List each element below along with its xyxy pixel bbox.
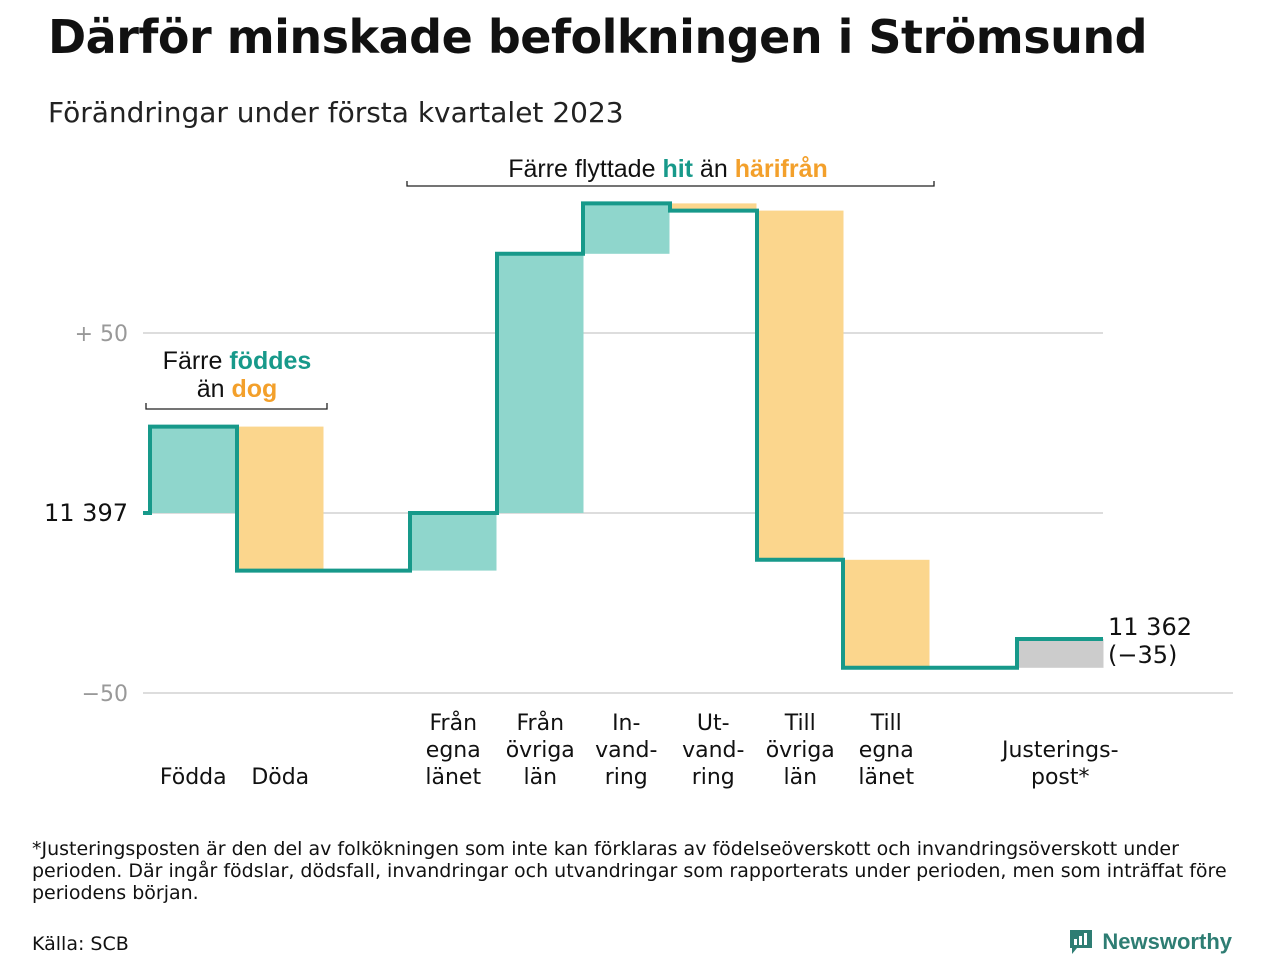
category-label: länet: [425, 765, 481, 790]
category-label: vand-: [595, 738, 657, 763]
category-label: Ut-: [697, 711, 730, 736]
end-value-label: 11 362: [1108, 613, 1192, 641]
category-label: ring: [692, 765, 735, 790]
waterfall-bar: [497, 253, 584, 514]
chart-title: Därför minskade befolkningen i Strömsund: [48, 10, 1148, 64]
category-label: övriga: [766, 738, 835, 763]
cumulative-step-line: [143, 201, 1103, 670]
waterfall-bar: [410, 513, 497, 571]
category-label: Från: [429, 710, 477, 736]
end-change-label: (−35): [1108, 641, 1177, 669]
brand: Newsworthy: [1068, 928, 1232, 956]
y-tick-label: −50: [82, 682, 128, 707]
annotation-bracket: [145, 403, 328, 410]
category-label: egna: [426, 738, 481, 763]
category-label: ring: [605, 765, 648, 790]
category-label: Till: [870, 711, 902, 736]
category-label: In-: [612, 711, 640, 736]
newsworthy-logo-icon: [1070, 930, 1093, 954]
source-note: Källa: SCB: [32, 933, 129, 955]
annotation-births: än dog: [197, 375, 278, 403]
waterfall-bar: [583, 203, 670, 254]
waterfall-bar: [150, 426, 237, 513]
waterfall-bar: [843, 559, 930, 668]
category-label: övriga: [506, 738, 575, 763]
annotation-bracket: [406, 181, 935, 187]
footnote: *Justeringsposten är den del av folkökni…: [32, 838, 1227, 904]
waterfall-bar: [1017, 639, 1104, 668]
y-tick-label: + 50: [75, 322, 128, 347]
brand-name: Newsworthy: [1102, 929, 1232, 954]
chart-subtitle: Förändringar under första kvartalet 2023: [48, 96, 624, 129]
category-label: egna: [859, 738, 914, 763]
waterfall-bar: [237, 426, 324, 571]
category-label: länet: [858, 765, 914, 790]
category-label: Födda: [160, 765, 227, 790]
category-label: län: [523, 765, 557, 790]
annotation-migration: Färre flyttade hit än härifrån: [508, 155, 828, 183]
category-label: Döda: [251, 765, 309, 790]
start-value-label: 11 397: [44, 499, 128, 527]
category-label: Från: [516, 710, 564, 736]
category-label: post*: [1031, 765, 1090, 790]
category-label: Till: [784, 711, 816, 736]
annotation-births: Färre föddes: [163, 347, 312, 375]
category-label: län: [783, 765, 817, 790]
waterfall-bar: [670, 203, 757, 211]
waterfall-bar: [757, 210, 844, 560]
category-label: vand-: [682, 738, 744, 763]
category-label: Justerings-: [1000, 738, 1119, 763]
